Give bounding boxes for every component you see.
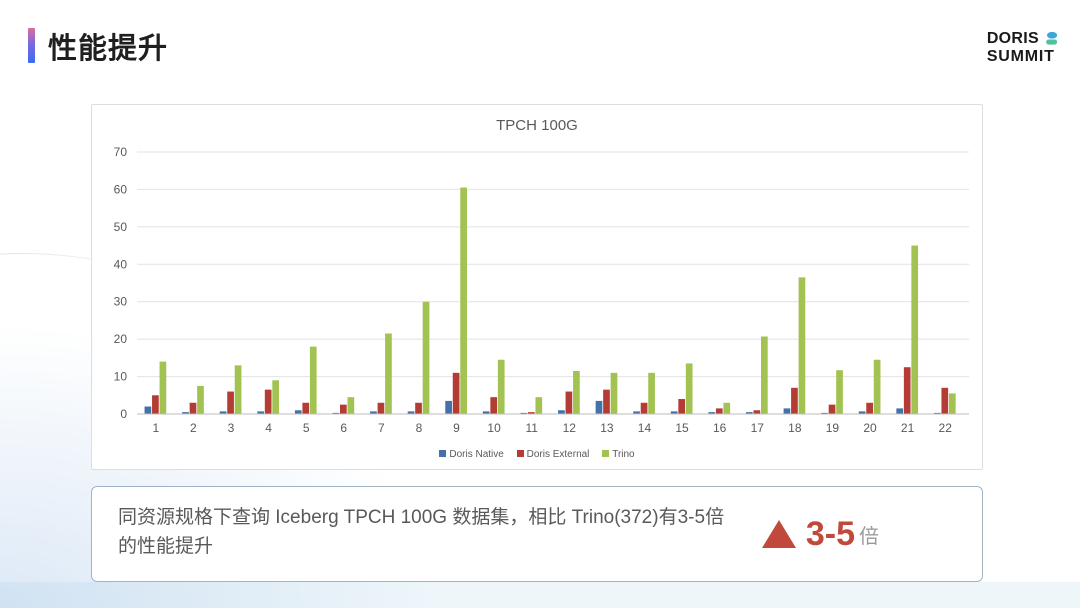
- svg-text:20: 20: [863, 421, 877, 435]
- svg-text:70: 70: [114, 145, 128, 159]
- svg-text:15: 15: [675, 421, 689, 435]
- svg-text:9: 9: [453, 421, 460, 435]
- svg-text:18: 18: [788, 421, 802, 435]
- svg-text:40: 40: [114, 257, 128, 271]
- svg-text:4: 4: [265, 421, 272, 435]
- svg-text:19: 19: [826, 421, 840, 435]
- svg-text:12: 12: [563, 421, 577, 435]
- svg-text:22: 22: [939, 421, 953, 435]
- svg-text:7: 7: [378, 421, 385, 435]
- svg-text:10: 10: [114, 370, 128, 384]
- svg-text:2: 2: [190, 421, 197, 435]
- svg-text:6: 6: [340, 421, 347, 435]
- svg-text:1: 1: [152, 421, 159, 435]
- svg-text:20: 20: [114, 332, 128, 346]
- svg-text:50: 50: [114, 220, 128, 234]
- svg-text:21: 21: [901, 421, 915, 435]
- svg-text:5: 5: [303, 421, 310, 435]
- svg-text:30: 30: [114, 295, 128, 309]
- svg-text:14: 14: [638, 421, 652, 435]
- svg-text:10: 10: [487, 421, 501, 435]
- svg-text:8: 8: [416, 421, 423, 435]
- svg-text:13: 13: [600, 421, 614, 435]
- svg-text:60: 60: [114, 182, 128, 196]
- svg-text:17: 17: [751, 421, 765, 435]
- svg-text:11: 11: [525, 421, 538, 435]
- svg-text:0: 0: [120, 407, 127, 421]
- svg-text:3: 3: [228, 421, 235, 435]
- svg-text:16: 16: [713, 421, 727, 435]
